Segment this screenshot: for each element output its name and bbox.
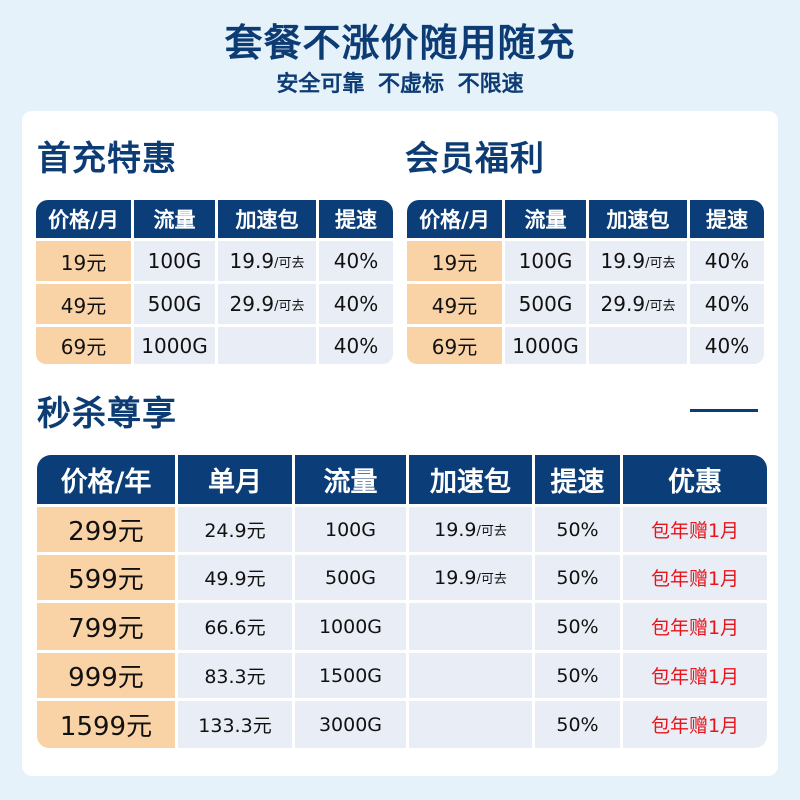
speed-cell: 40% (690, 241, 764, 281)
data-cell: 100G (505, 241, 586, 281)
price-cell: 999元 (37, 653, 175, 698)
price-cell: 19元 (36, 241, 131, 281)
boost-cell: 29.9/可去 (589, 284, 687, 324)
header-speed: 提速 (535, 455, 620, 504)
boost-cell: 19.9/可去 (409, 507, 532, 552)
speed-cell: 40% (690, 284, 764, 324)
boost-cell: 19.9/可去 (589, 241, 687, 281)
header-boost: 加速包 (409, 455, 532, 504)
offer-cell: 包年赠1月 (623, 701, 767, 748)
data-cell: 1000G (505, 327, 586, 364)
speed-cell: 50% (535, 701, 620, 748)
data-cell: 1500G (295, 653, 406, 698)
price-cell: 49元 (36, 284, 131, 324)
speed-cell: 40% (319, 327, 393, 364)
flash-title: 秒杀尊享 (37, 394, 177, 434)
price-cell: 49元 (407, 284, 502, 324)
speed-cell: 50% (535, 507, 620, 552)
header-data: 流量 (134, 200, 215, 238)
boost-cell (409, 701, 532, 748)
first-charge-title: 首充特惠 (37, 139, 177, 179)
monthly-cell: 49.9元 (178, 555, 292, 600)
header-price: 价格/月 (36, 200, 131, 238)
speed-cell: 40% (690, 327, 764, 364)
monthly-cell: 66.6元 (178, 603, 292, 650)
first-charge-table: 价格/月 流量 加速包 提速 19元 100G 19.9/可去 40% 49元 … (36, 200, 393, 364)
data-cell: 500G (505, 284, 586, 324)
data-cell: 1000G (295, 603, 406, 650)
offer-cell: 包年赠1月 (623, 507, 767, 552)
header-price: 价格/月 (407, 200, 502, 238)
boost-cell (589, 327, 687, 364)
header-speed: 提速 (690, 200, 764, 238)
offer-cell: 包年赠1月 (623, 603, 767, 650)
header-price: 价格/年 (37, 455, 175, 504)
price-cell: 69元 (36, 327, 131, 364)
price-cell: 19元 (407, 241, 502, 281)
decorative-divider (690, 409, 758, 412)
speed-cell: 50% (535, 555, 620, 600)
boost-cell: 19.9/可去 (218, 241, 316, 281)
hero-title: 套餐不涨价随用随充 (224, 21, 576, 65)
speed-cell: 50% (535, 603, 620, 650)
price-cell: 1599元 (37, 701, 175, 748)
data-cell: 500G (295, 555, 406, 600)
data-cell: 3000G (295, 701, 406, 748)
header-data: 流量 (295, 455, 406, 504)
price-cell: 799元 (37, 603, 175, 650)
header-monthly: 单月 (178, 455, 292, 504)
boost-cell (409, 653, 532, 698)
data-cell: 500G (134, 284, 215, 324)
hero-subtitle: 安全可靠 不虚标 不限速 (276, 72, 524, 97)
price-cell: 599元 (37, 555, 175, 600)
boost-cell (218, 327, 316, 364)
data-cell: 100G (295, 507, 406, 552)
data-cell: 100G (134, 241, 215, 281)
speed-cell: 40% (319, 284, 393, 324)
member-table: 价格/月 流量 加速包 提速 19元 100G 19.9/可去 40% 49元 … (407, 200, 764, 364)
boost-cell (409, 603, 532, 650)
monthly-cell: 24.9元 (178, 507, 292, 552)
member-title: 会员福利 (405, 139, 545, 179)
offer-cell: 包年赠1月 (623, 653, 767, 698)
header-data: 流量 (505, 200, 586, 238)
header-boost: 加速包 (218, 200, 316, 238)
flash-table: 价格/年 单月 流量 加速包 提速 优惠 299元 24.9元 100G 19.… (37, 455, 767, 748)
price-cell: 299元 (37, 507, 175, 552)
price-cell: 69元 (407, 327, 502, 364)
header-boost: 加速包 (589, 200, 687, 238)
boost-cell: 19.9/可去 (409, 555, 532, 600)
monthly-cell: 83.3元 (178, 653, 292, 698)
monthly-cell: 133.3元 (178, 701, 292, 748)
header-offer: 优惠 (623, 455, 767, 504)
data-cell: 1000G (134, 327, 215, 364)
speed-cell: 50% (535, 653, 620, 698)
boost-cell: 29.9/可去 (218, 284, 316, 324)
speed-cell: 40% (319, 241, 393, 281)
offer-cell: 包年赠1月 (623, 555, 767, 600)
header-speed: 提速 (319, 200, 393, 238)
